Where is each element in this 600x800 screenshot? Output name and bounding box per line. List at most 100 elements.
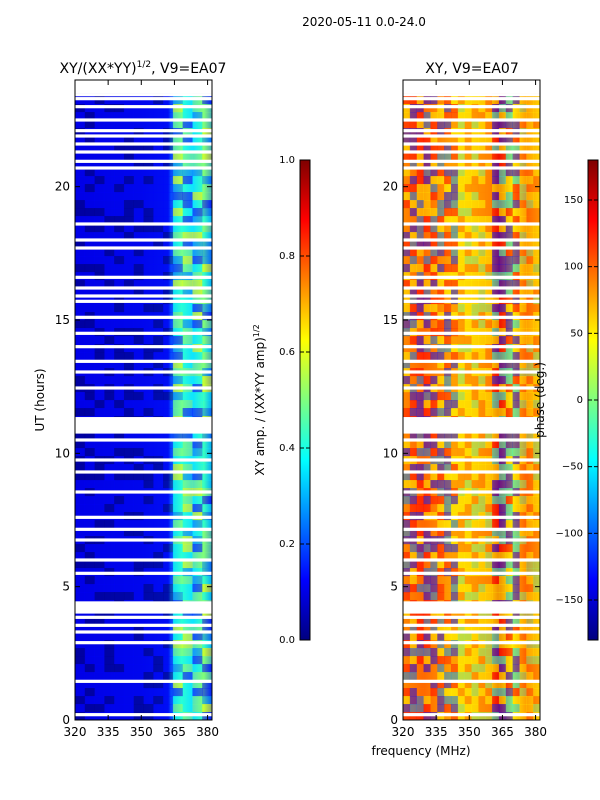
heatmap-cell xyxy=(526,680,534,689)
heatmap-cell xyxy=(75,688,86,697)
heatmap-cell xyxy=(172,704,183,713)
heatmap-cell xyxy=(123,360,135,369)
heatmap-cell xyxy=(533,392,541,401)
heatmap-cell xyxy=(182,280,193,289)
heatmap-cell xyxy=(437,144,445,153)
heatmap-cell xyxy=(485,200,493,209)
heatmap-cell xyxy=(450,224,459,233)
heatmap-cell xyxy=(457,624,465,633)
heatmap-cell xyxy=(478,144,486,153)
heatmap-cell xyxy=(409,144,417,153)
heatmap-cell xyxy=(423,544,431,553)
heatmap-cell xyxy=(437,160,445,169)
heatmap-cell xyxy=(123,232,135,241)
heatmap-cell xyxy=(464,280,472,289)
heatmap-cell xyxy=(192,480,203,489)
heatmap-cell xyxy=(485,320,493,329)
heatmap-cell xyxy=(457,200,465,209)
heatmap-cell xyxy=(153,184,164,193)
heatmap-cell xyxy=(104,504,115,513)
heatmap-cell xyxy=(485,680,493,689)
heatmap-cell xyxy=(478,464,486,473)
heatmap-cell xyxy=(457,216,465,225)
heatmap-cell xyxy=(416,320,424,329)
heatmap-cell xyxy=(172,680,183,689)
heatmap-cell xyxy=(526,352,534,361)
heatmap-cell xyxy=(403,440,411,449)
heatmap-cell xyxy=(84,336,95,345)
heatmap-cell xyxy=(84,496,95,505)
heatmap-cell xyxy=(182,152,193,161)
heatmap-cell xyxy=(133,224,144,233)
heatmap-cell xyxy=(423,336,431,345)
heatmap-cell xyxy=(457,680,465,689)
heatmap-cell xyxy=(485,264,493,273)
data-gap xyxy=(403,538,540,542)
heatmap-cell xyxy=(430,664,438,673)
heatmap-cell xyxy=(450,584,459,593)
heatmap-cell xyxy=(457,688,465,697)
heatmap-cell xyxy=(114,200,125,209)
heatmap-cell xyxy=(104,280,115,289)
heatmap-cell xyxy=(485,152,493,161)
heatmap-cell xyxy=(444,680,452,689)
heatmap-cell xyxy=(478,240,486,249)
heatmap-cell xyxy=(471,544,479,553)
heatmap-cell xyxy=(114,136,125,145)
heatmap-cell xyxy=(485,664,493,673)
heatmap-cell xyxy=(498,464,507,473)
colorbar-tick-label: 0.8 xyxy=(279,251,295,262)
heatmap-cell xyxy=(492,672,500,681)
heatmap-cell xyxy=(512,440,520,449)
x-tick-label: 320 xyxy=(392,725,415,739)
heatmap-cell xyxy=(485,648,493,657)
heatmap-cell xyxy=(84,176,95,185)
heatmap-cell xyxy=(75,400,86,409)
heatmap-cell xyxy=(430,408,438,417)
heatmap-cell xyxy=(133,616,144,625)
heatmap-cell xyxy=(492,704,500,713)
heatmap-cell xyxy=(143,616,154,625)
colorbar-tick-label: −100 xyxy=(556,528,583,539)
heatmap-cell xyxy=(202,432,213,441)
heatmap-cell xyxy=(457,560,465,569)
heatmap-cell xyxy=(416,648,424,657)
data-gap xyxy=(403,150,540,154)
heatmap-cell xyxy=(492,616,500,625)
x-tick-label: 380 xyxy=(524,725,547,739)
heatmap-cell xyxy=(533,520,541,529)
heatmap-cell xyxy=(133,464,144,473)
heatmap-cell xyxy=(498,136,507,145)
heatmap-cell xyxy=(133,160,144,169)
heatmap-cell xyxy=(133,216,144,225)
heatmap-cell xyxy=(172,136,183,145)
heatmap-cell xyxy=(444,112,452,121)
heatmap-cell xyxy=(519,224,527,233)
heatmap-cell xyxy=(416,400,424,409)
heatmap-cell xyxy=(182,240,193,249)
heatmap-cell xyxy=(94,184,105,193)
heatmap-cell xyxy=(182,216,193,225)
heatmap-cell xyxy=(409,304,417,313)
heatmap-cell xyxy=(457,704,465,713)
heatmap-cell xyxy=(202,176,213,185)
heatmap-cell xyxy=(471,408,479,417)
heatmap-cell xyxy=(457,392,465,401)
data-gap xyxy=(403,286,540,290)
heatmap-cell xyxy=(409,248,417,257)
heatmap-cell xyxy=(94,480,105,489)
heatmap-cell xyxy=(403,160,411,169)
heatmap-cell xyxy=(512,480,520,489)
heatmap-cell xyxy=(423,144,431,153)
heatmap-cell xyxy=(163,264,174,273)
heatmap-cell xyxy=(104,240,115,249)
heatmap-cell xyxy=(123,112,135,121)
heatmap-cell xyxy=(133,152,144,161)
heatmap-cell xyxy=(526,696,534,705)
heatmap-cell xyxy=(450,480,459,489)
heatmap-cell xyxy=(133,192,144,201)
heatmap-cell xyxy=(403,400,411,409)
heatmap-cell xyxy=(471,392,479,401)
heatmap-cell xyxy=(416,216,424,225)
